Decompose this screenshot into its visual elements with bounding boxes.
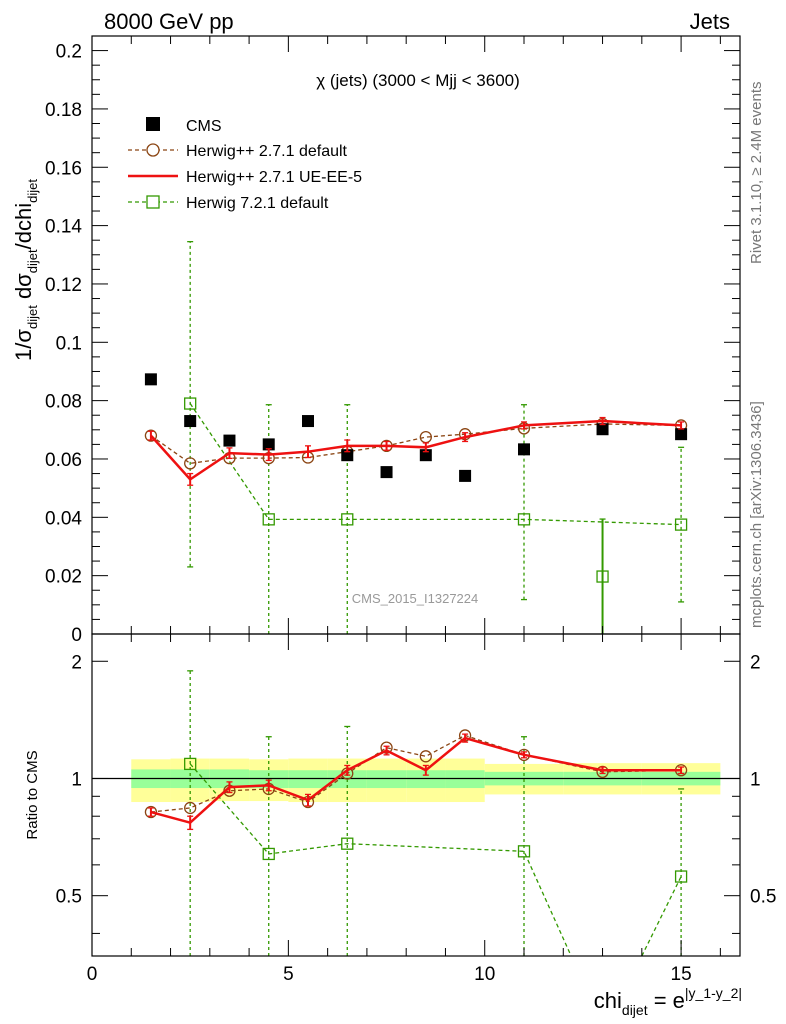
ratio-point-herwig-2-7-1-default	[144, 805, 158, 819]
main-y-label: 1/σdijet dσdijet/dchidijet	[11, 179, 40, 361]
main-line-herwig-2-7-1-default	[150, 423, 682, 465]
ratio-point-herwig-2-7-1-default	[184, 801, 197, 815]
ratio-marks	[144, 670, 688, 957]
main-y-tick-label: 0.14	[45, 217, 82, 238]
ratio-y-tick-label-right: 1	[750, 769, 761, 790]
main-point-herwig-7-2-1-default	[341, 513, 354, 526]
header-left: 8000 GeV pp	[104, 9, 234, 34]
rivet-label: Rivet 3.1.10, ≥ 2.4M events	[748, 82, 765, 265]
legend-label-herwigpp-ueee5: Herwig++ 2.7.1 UE-EE-5	[186, 169, 362, 186]
main-y-tick-label: 0.12	[45, 275, 82, 296]
ratio-y-tick-label-right: 0.5	[750, 887, 776, 908]
main-title: χ (jets) (3000 < Mjj < 3600)	[316, 71, 520, 90]
ratio-point-herwig-7-2-1-default	[517, 845, 531, 858]
main-y-tick-label: 0.08	[45, 392, 82, 413]
main-point-herwig-7-2-1-default	[674, 518, 688, 531]
main-point-cms	[518, 443, 530, 456]
main-panel: 00.020.040.060.080.10.120.140.160.180.2 …	[11, 35, 741, 646]
x-tick-label: 0	[87, 964, 98, 985]
main-y-tick-label: 0.18	[45, 100, 82, 121]
legend-marker-herwig7	[146, 195, 160, 209]
main-x-ticks	[91, 36, 721, 634]
ratio-line-herwig-7-2-1-default	[189, 763, 572, 957]
main-y-tick-label: 0.1	[56, 333, 82, 354]
main-y-tick-label: 0.04	[45, 508, 82, 529]
main-point-cms	[144, 373, 157, 386]
ratio-band-inner	[288, 770, 328, 789]
ratio-frame	[91, 633, 741, 957]
main-point-cms	[596, 423, 609, 436]
ratio-band-inner	[406, 770, 446, 789]
x-tick-label: 5	[283, 964, 294, 985]
main-point-herwig-2-7-1-default	[144, 429, 158, 442]
main-y-tick-label: 0.02	[45, 567, 82, 588]
main-point-herwig-7-2-1-default	[184, 397, 197, 410]
legend-marker-cms	[146, 117, 160, 131]
main-point-cms	[675, 428, 688, 441]
x-axis-label: chidijet = e|y_1-y_2|	[594, 985, 742, 1018]
ratio-point-herwig-7-2-1-default-x-14-15	[674, 870, 688, 883]
main-point-cms	[459, 469, 472, 482]
ratio-y-tick-label: 0.5	[56, 887, 82, 908]
legend-label-herwig7: Herwig 7.2.1 default	[186, 195, 329, 212]
legend-label-cms: CMS	[186, 118, 222, 135]
watermark: CMS_2015_I1327224	[352, 591, 479, 606]
legend-label-herwigpp-default: Herwig++ 2.7.1 default	[186, 143, 348, 160]
main-y-tick-label: 0.06	[45, 450, 82, 471]
ratio-line-herwig-7-2-1-default-x-14-15	[641, 876, 682, 957]
main-point-cms	[380, 466, 393, 479]
legend: CMS Herwig++ 2.7.1 default Herwig++ 2.7.…	[128, 117, 362, 212]
ratio-y-label: Ratio to CMS	[24, 750, 41, 839]
x-tick-label: 10	[474, 964, 495, 985]
ratio-point-herwig-2-7-1-default	[596, 765, 609, 778]
ratio-panel: 0.5 0.5 1 1 2 2 0 5 10 15 Ratio to CMS chidijet …	[24, 633, 776, 1018]
ratio-line-herwig-2-7-1-ue-ee-5	[150, 736, 682, 825]
ratio-y-tick-label: 2	[71, 652, 82, 673]
main-line-herwig-7-2-1-default	[189, 403, 682, 526]
ratio-point-herwig-7-2-1-default	[262, 847, 275, 861]
ratio-point-herwig-2-7-1-default	[419, 750, 432, 763]
mcplots-label: mcplots.cern.ch [arXiv:1306.3436]	[748, 401, 765, 628]
main-point-herwig-7-2-1-default	[517, 513, 531, 526]
ratio-y-ticks: 0.5 0.5 1 1 2 2	[56, 652, 776, 934]
main-point-cms	[223, 434, 236, 447]
ratio-point-herwig-7-2-1-default	[184, 757, 197, 771]
x-tick-label: 15	[671, 964, 692, 985]
main-y-ticks: 0 0.02 0.04 0.06 0.08 0.1 0.12 0.14 0.16 0.18 0.2	[45, 42, 740, 646]
header-right: Jets	[690, 9, 730, 34]
main-point-herwig-7-2-1-default-x-13	[596, 570, 609, 583]
ratio-y-tick-label-right: 2	[750, 652, 761, 673]
ratio-band-inner	[445, 770, 485, 789]
main-line-herwig-2-7-1-ue-ee-5	[149, 419, 682, 482]
main-point-herwig-7-2-1-default	[262, 513, 275, 526]
ratio-point-herwig-7-2-1-default	[341, 837, 354, 850]
ratio-y-tick-label: 1	[71, 769, 82, 790]
main-y-tick-label: 0	[71, 625, 82, 646]
main-y-tick-label: 0.2	[56, 42, 82, 63]
ratio-x-ticks: 0 5 10 15	[87, 634, 721, 985]
main-point-herwig-2-7-1-default	[184, 457, 197, 470]
main-point-cms	[184, 415, 197, 428]
main-point-cms	[262, 438, 275, 451]
main-marks	[144, 241, 688, 634]
ratio-band-inner	[366, 770, 407, 789]
main-y-tick-label: 0.16	[45, 158, 82, 179]
legend-marker-herwigpp-default	[146, 143, 160, 157]
main-point-cms	[302, 415, 314, 428]
